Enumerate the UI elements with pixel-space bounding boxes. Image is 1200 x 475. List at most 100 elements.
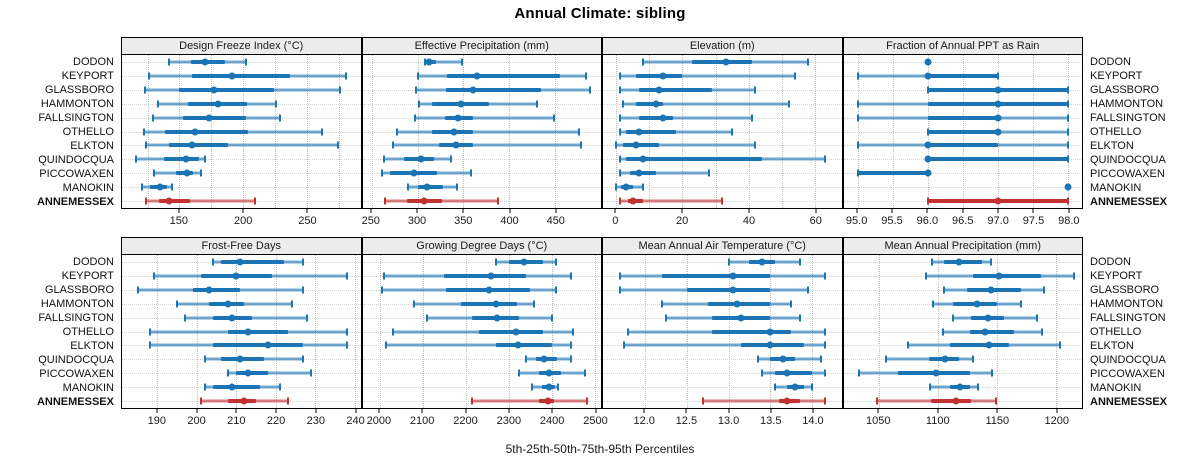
row-label: FALLSINGTON [1090, 312, 1166, 324]
interval-cap [823, 328, 826, 335]
axis-tick [681, 209, 683, 213]
axis-tick [1068, 209, 1070, 213]
panel: Fraction of Annual PPT as Rain 95.0 95.5 96… [842, 37, 1083, 231]
grid-line-h [362, 159, 601, 161]
interval-25-75-box [446, 73, 560, 78]
panel: Design Freeze Index (°C) 150 200 250 [121, 37, 362, 231]
interval-cap [664, 314, 667, 322]
median-dot [652, 100, 660, 108]
axis-tick-label: 200 [187, 415, 206, 427]
row-label: QUINDOCQUA [38, 354, 114, 366]
interval-cap [618, 272, 621, 280]
median-dot [766, 341, 774, 349]
row-label: ELKTON [1090, 340, 1134, 352]
axis: 0 20 40 60 [602, 209, 843, 231]
interval-25-75-box [636, 101, 663, 106]
interval-cap [932, 300, 935, 308]
row-label: QUINDOCQUA [38, 154, 114, 166]
chart-block: DODON KEYPORT GLASSBORO HAMMONTON FALLSINGTO… [0, 237, 1200, 431]
interval-cap [798, 258, 801, 266]
grid-line-h [362, 373, 601, 375]
median-dot [452, 141, 460, 149]
interval-cap [819, 355, 822, 363]
interval-cap [885, 355, 887, 363]
row-label: ELKTON [70, 340, 114, 352]
axis-tick-label: 190 [147, 415, 166, 427]
interval-cap [141, 183, 144, 191]
interval-cap [615, 183, 618, 191]
interval-cap [856, 72, 859, 80]
median-dot [629, 197, 637, 205]
interval-cap [345, 341, 348, 349]
interval-cap [731, 128, 734, 135]
interval-25-75-box [478, 329, 543, 334]
interval-25-75-box [626, 157, 762, 162]
row-label: KEYPORT [61, 70, 114, 82]
median-dot [758, 258, 766, 266]
grid-line-h [362, 387, 601, 389]
interval-cap [794, 72, 797, 80]
interval-cap [152, 169, 155, 177]
median-dot [205, 114, 213, 122]
interval-25-75-box [212, 385, 260, 390]
median-dot [984, 314, 992, 322]
row-label: OTHELLO [62, 326, 114, 338]
interval-cap [535, 100, 538, 108]
median-dot [956, 383, 964, 391]
row-label: MANOKIN [62, 182, 114, 194]
interval-cap [1066, 114, 1069, 122]
axis-tick-label: 240 [346, 415, 365, 427]
axis-tick [770, 409, 772, 413]
interval-cap [414, 86, 417, 94]
interval-cap [345, 328, 348, 335]
interval-cap [380, 286, 383, 294]
interval-cap [136, 286, 139, 294]
row-label: KEYPORT [1090, 270, 1143, 282]
median-dot [952, 397, 960, 405]
median-dot [635, 169, 643, 177]
median-dot [737, 314, 745, 322]
median-dot [244, 369, 252, 377]
axis-tick [614, 209, 616, 213]
grid-line-h [843, 359, 1082, 361]
axis-tick-label: 95.5 [881, 215, 903, 227]
grid-line-h [603, 131, 842, 133]
interval-cap [407, 183, 410, 191]
interval-25-75-box [857, 171, 928, 176]
interval-25-75-box [179, 87, 274, 92]
plot-area [602, 255, 843, 409]
panels: Frost-Free Days 190 200 210 220 230 240 Growing… [121, 237, 1083, 431]
row-label: DODON [73, 256, 114, 268]
interval-cap [751, 114, 754, 122]
median-dot [264, 341, 272, 349]
axis-tick-label: 40 [742, 215, 756, 227]
interval-cap [972, 355, 975, 363]
interval-cap [524, 355, 527, 363]
axis-tick-label: 98.0 [1058, 215, 1080, 227]
median-dot [1064, 183, 1072, 191]
interval-whisker-line [146, 144, 338, 146]
grid-line-h [122, 145, 361, 147]
axis-tick [462, 209, 464, 213]
median-dot [540, 355, 548, 363]
median-dot [420, 197, 428, 205]
interval-cap [148, 341, 151, 349]
median-dot [493, 314, 501, 322]
chart-block: DODON KEYPORT GLASSBORO HAMMONTON FALLSINGTO… [0, 37, 1200, 231]
axis-tick-label: 450 [546, 215, 565, 227]
axis-tick [315, 409, 317, 413]
interval-cap [310, 369, 313, 377]
interval-cap [875, 397, 878, 405]
median-dot [766, 328, 774, 335]
panel-strip-label: Mean Annual Air Temperature (°C) [602, 237, 843, 255]
median-dot [729, 286, 737, 294]
interval-25-75-box [774, 371, 813, 376]
interval-cap [823, 272, 826, 280]
interval-cap [554, 258, 557, 266]
interval-25-75-box [444, 273, 526, 278]
median-dot [450, 128, 458, 135]
interval-cap [856, 169, 859, 177]
grid-line-h [362, 401, 601, 403]
median-dot [994, 128, 1002, 135]
interval-cap [660, 300, 663, 308]
